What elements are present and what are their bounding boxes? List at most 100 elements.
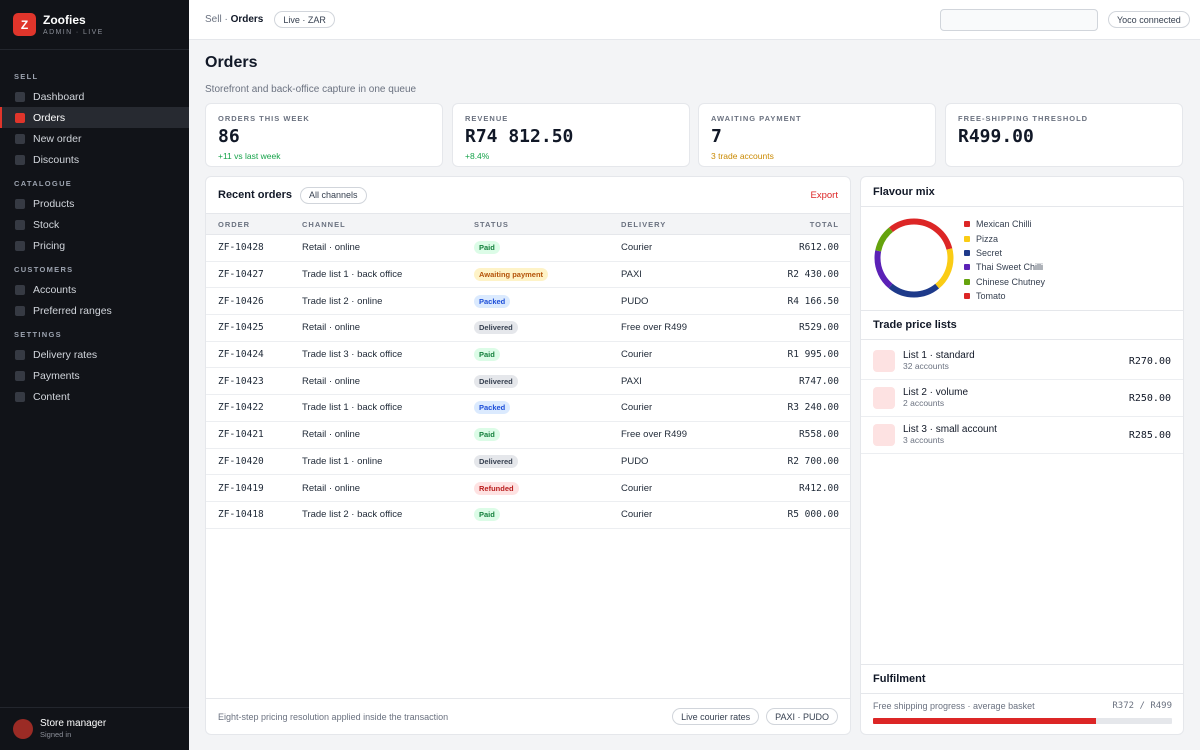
- stat-note: 3 trade accounts: [711, 151, 774, 161]
- brand-name: Zoofies: [43, 12, 86, 27]
- order-delivery: PUDO: [621, 448, 731, 476]
- yoco-status-pill: Yoco connected: [1108, 11, 1190, 28]
- order-status-cell: Packed: [474, 394, 621, 422]
- order-status-cell: Delivered: [474, 448, 621, 476]
- order-channel: Trade list 3 · back office: [302, 341, 474, 369]
- free-shipping-progress-fill: [873, 718, 1096, 724]
- status-badge: Delivered: [474, 321, 518, 335]
- order-delivery: Courier: [621, 341, 731, 369]
- sidebar-item-preferred-ranges[interactable]: Preferred ranges: [0, 300, 189, 321]
- breadcrumb-current: Orders: [230, 14, 264, 25]
- column-header-status: STATUS: [474, 213, 621, 235]
- stat-card-orders-this-week: ORDERS THIS WEEK 86 +11 vs last week: [205, 103, 443, 167]
- order-id[interactable]: ZF-10428: [206, 234, 302, 262]
- user-profile[interactable]: Store manager Signed in: [0, 707, 189, 750]
- order-channel: Trade list 1 · online: [302, 448, 474, 476]
- order-total: R412.00: [731, 474, 850, 502]
- order-total: R2 430.00: [731, 261, 850, 289]
- search-input[interactable]: [940, 9, 1098, 31]
- breadcrumb-separator: ·: [221, 14, 231, 25]
- price-list-name: List 1 · standard: [903, 350, 975, 362]
- price-list-row[interactable]: List 1 · standard 32 accounts R270.00: [861, 343, 1183, 380]
- price-list-price: R250.00: [1128, 392, 1171, 404]
- legend-swatch: [964, 278, 970, 285]
- order-total: R3 240.00: [731, 394, 850, 422]
- legend-item-mexican-chilli: Mexican Chilli: [964, 217, 1045, 231]
- nav-section-catalogue: CATALOGUE: [14, 178, 73, 188]
- table-row[interactable]: ZF-10422 Trade list 1 · back office Packed…: [206, 394, 850, 422]
- order-id[interactable]: ZF-10425: [206, 314, 302, 342]
- sidebar-item-label: Payments: [33, 369, 80, 382]
- brand-subtitle: ADMIN · LIVE: [43, 28, 104, 36]
- courier-rates-pill[interactable]: Live courier rates: [672, 708, 760, 725]
- sidebar-item-new-order[interactable]: New order: [0, 128, 189, 149]
- order-id[interactable]: ZF-10427: [206, 261, 302, 289]
- price-list-row[interactable]: List 2 · volume 2 accounts R250.00: [861, 380, 1183, 417]
- table-row[interactable]: ZF-10427 Trade list 1 · back office Awaiti…: [206, 261, 850, 289]
- order-id[interactable]: ZF-10424: [206, 341, 302, 369]
- order-id[interactable]: ZF-10418: [206, 501, 302, 529]
- table-row[interactable]: ZF-10424 Trade list 3 · back office Paid Co…: [206, 341, 850, 369]
- sidebar-item-pricing[interactable]: Pricing: [0, 235, 189, 256]
- column-header-total: TOTAL: [731, 213, 850, 235]
- delivery-rates-icon: [15, 349, 25, 360]
- legend-swatch: [964, 293, 970, 300]
- sidebar-item-orders[interactable]: Orders: [0, 107, 189, 128]
- status-badge: Delivered: [474, 454, 518, 468]
- sidebar-item-dashboard[interactable]: Dashboard: [0, 86, 189, 107]
- paxi-pudo-pill[interactable]: PAXI · PUDO: [766, 708, 838, 725]
- order-id[interactable]: ZF-10420: [206, 448, 302, 476]
- legend-swatch: [964, 221, 970, 228]
- orders-footer: Eight-step pricing resolution applied in…: [206, 698, 850, 734]
- breadcrumb-parent[interactable]: Sell: [205, 14, 222, 25]
- order-total: R2 700.00: [731, 448, 850, 476]
- sidebar-item-label: Content: [33, 390, 70, 403]
- sidebar-item-label: Discounts: [33, 153, 80, 166]
- order-channel: Retail · online: [302, 421, 474, 449]
- orders-table: ORDER CHANNEL STATUS DELIVERY TOTAL ZF-10428…: [206, 213, 850, 529]
- table-row[interactable]: ZF-10420 Trade list 1 · online Delivered PU…: [206, 448, 850, 476]
- sidebar-item-discounts[interactable]: Discounts: [0, 149, 189, 170]
- legend-label: Mexican Chilli: [976, 219, 1032, 230]
- nav-section-settings: SETTINGS: [14, 329, 62, 339]
- live-currency-pill: Live · ZAR: [274, 11, 335, 28]
- flavour-donut-chart: [874, 218, 954, 298]
- price-list-name: List 3 · small account: [903, 424, 997, 436]
- table-row[interactable]: ZF-10419 Retail · online Refunded Courier R4…: [206, 474, 850, 502]
- order-id[interactable]: ZF-10421: [206, 421, 302, 449]
- table-row[interactable]: ZF-10421 Retail · online Paid Free over R49…: [206, 421, 850, 449]
- sidebar-item-products[interactable]: Products: [0, 193, 189, 214]
- order-delivery: PAXI: [621, 261, 731, 289]
- table-row[interactable]: ZF-10426 Trade list 2 · online Packed PUDO R…: [206, 287, 850, 316]
- table-row[interactable]: ZF-10423 Retail · online Delivered PAXI R747…: [206, 367, 850, 396]
- order-id[interactable]: ZF-10423: [206, 367, 302, 396]
- order-id[interactable]: ZF-10422: [206, 394, 302, 422]
- order-delivery: Free over R499: [621, 421, 731, 449]
- sidebar: Z Zoofies ADMIN · LIVE SELL Dashboard Orde…: [0, 0, 189, 750]
- legend-label: Thai Sweet Chilli: [976, 262, 1044, 273]
- table-row[interactable]: ZF-10428 Retail · online Paid Courier R612.0…: [206, 234, 850, 262]
- order-id[interactable]: ZF-10419: [206, 474, 302, 502]
- legend-label: Chinese Chutney: [976, 276, 1046, 287]
- order-delivery: Courier: [621, 501, 731, 529]
- sidebar-item-content[interactable]: Content: [0, 386, 189, 407]
- order-total: R529.00: [731, 314, 850, 342]
- price-list-row[interactable]: List 3 · small account 3 accounts R285.00: [861, 417, 1183, 454]
- order-status-cell: Paid: [474, 234, 621, 262]
- sidebar-item-accounts[interactable]: Accounts: [0, 279, 189, 300]
- sidebar-item-stock[interactable]: Stock: [0, 214, 189, 235]
- sidebar-item-delivery-rates[interactable]: Delivery rates: [0, 344, 189, 365]
- sidebar-item-label: Accounts: [33, 283, 77, 296]
- price-list-price: R285.00: [1128, 429, 1171, 441]
- sidebar-item-payments[interactable]: Payments: [0, 365, 189, 386]
- table-row[interactable]: ZF-10418 Trade list 2 · back office Paid Co…: [206, 501, 850, 529]
- export-button[interactable]: Export: [810, 189, 838, 201]
- order-id[interactable]: ZF-10426: [206, 287, 302, 316]
- insights-panel: Flavour mix Mexican Chilli Pizza Secret Tha…: [860, 176, 1184, 735]
- sidebar-item-label: New order: [33, 132, 82, 145]
- price-list-icon: [873, 350, 895, 372]
- donut-slice-thai-sweet-chilli: [874, 218, 954, 298]
- channel-filter[interactable]: All channels: [299, 186, 367, 204]
- table-row[interactable]: ZF-10425 Retail · online Delivered Free ove…: [206, 314, 850, 342]
- topbar: Sell · Orders Live · ZAR Yoco connected: [189, 0, 1200, 40]
